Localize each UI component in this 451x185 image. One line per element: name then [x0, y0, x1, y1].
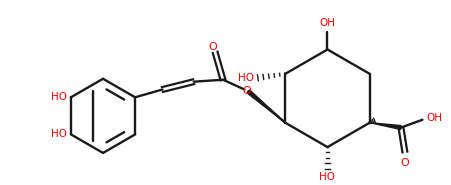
Text: O: O [209, 42, 217, 52]
Text: HO: HO [238, 73, 254, 83]
Text: OH: OH [426, 113, 442, 123]
Text: OH: OH [319, 18, 336, 28]
Text: HO: HO [51, 92, 67, 102]
Polygon shape [247, 90, 285, 123]
Polygon shape [370, 123, 401, 130]
Text: HO: HO [51, 129, 67, 139]
Text: HO: HO [319, 172, 336, 182]
Text: O: O [242, 86, 251, 96]
Text: O: O [400, 158, 409, 168]
